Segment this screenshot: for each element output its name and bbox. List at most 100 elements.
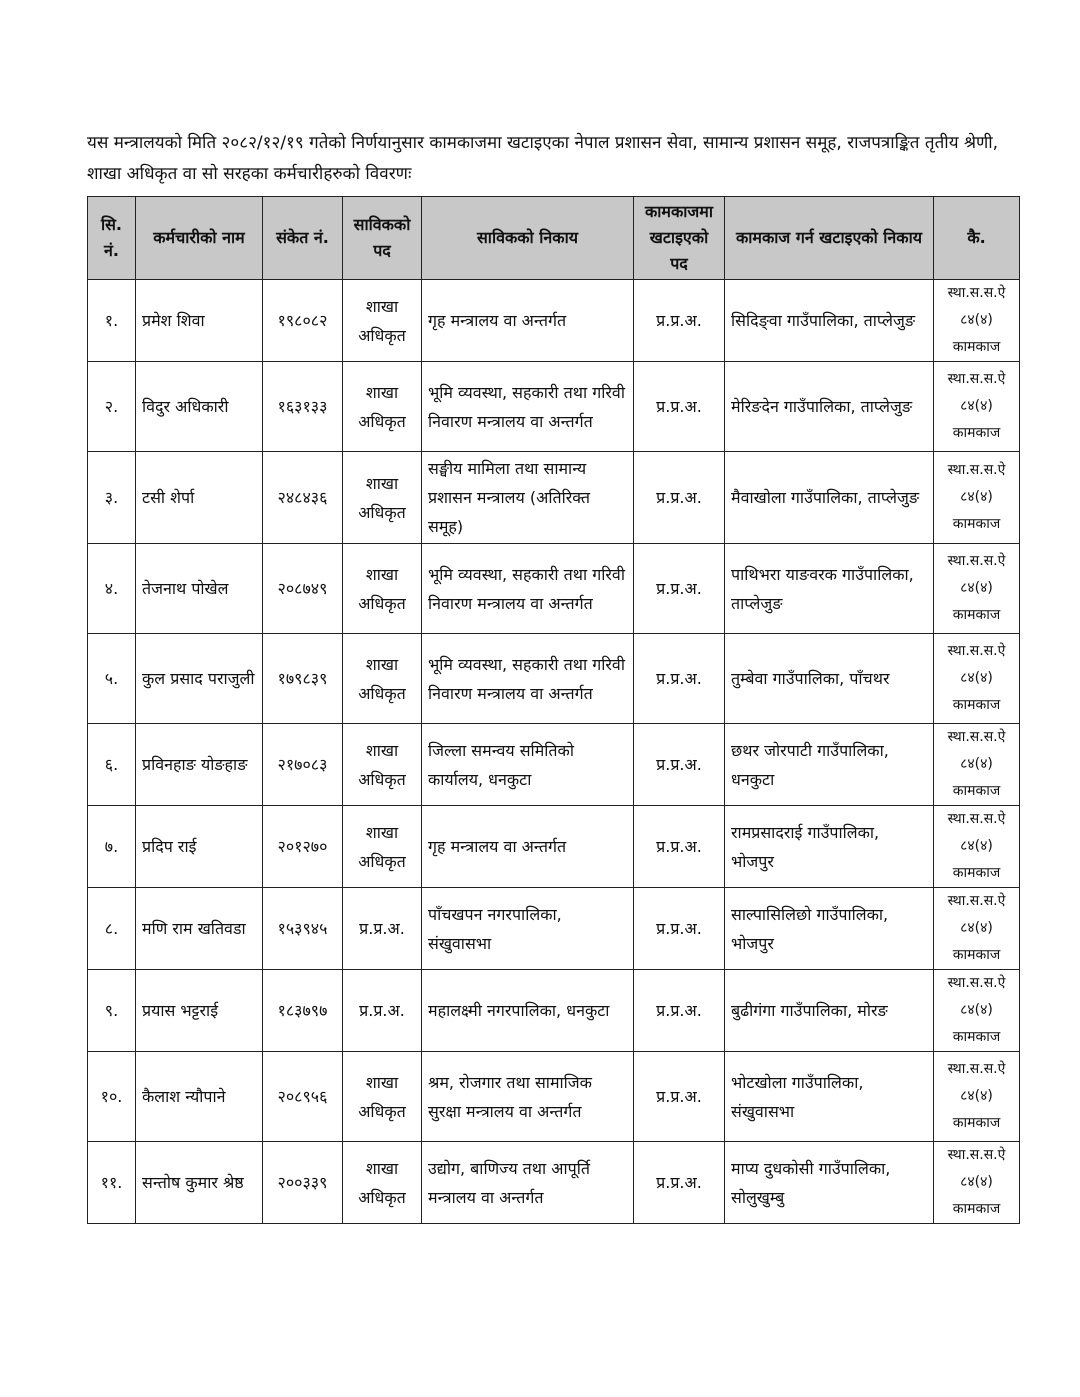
remarks-line: ८४(४)	[960, 920, 993, 936]
assigned-post-cell: प्र.प्र.अ.	[633, 1051, 725, 1142]
previous-post-cell: शाखा अधिकृत	[342, 451, 422, 544]
serial-cell: ४.	[87, 543, 136, 634]
remarks-line: ८४(४)	[960, 398, 993, 414]
remarks-line: स्था.स.स.ऐ	[947, 893, 1006, 909]
serial-cell: ९.	[87, 969, 136, 1052]
name-header: कर्मचारीको नाम	[135, 196, 263, 280]
remarks-line: ८४(४)	[960, 1088, 993, 1104]
assigned-office-header: कामकाज गर्न खटाइएको निकाय	[724, 196, 934, 280]
assigned-post-cell: प्र.प्र.अ.	[633, 543, 725, 634]
serial-cell: १.	[87, 279, 136, 362]
assigned-post-cell: प्र.प्र.अ.	[633, 451, 725, 544]
name-cell: टसी शेर्पा	[135, 451, 263, 544]
code-cell: २०८९५६	[262, 1051, 343, 1142]
previous-office-cell: उद्योग, बाणिज्य तथा आपूर्ति मन्त्रालय वा…	[421, 1141, 634, 1224]
name-cell: मणि राम खतिवडा	[135, 887, 263, 970]
table-row: ११. सन्तोष कुमार श्रेष्ठ २००३३९ शाखा अधिकृत…	[87, 1141, 1020, 1224]
remarks-cell: स्था.स.स.ऐ ८४(४) कामकाज	[933, 805, 1020, 888]
code-cell: २०१२७०	[262, 805, 343, 888]
serial-cell: २.	[87, 361, 136, 452]
remarks-line: ८४(४)	[960, 580, 993, 596]
previous-post-cell: प्र.प्र.अ.	[342, 887, 422, 970]
serial-cell: ८.	[87, 887, 136, 970]
previous-post-cell: शाखा अधिकृत	[342, 805, 422, 888]
assigned-office-cell: भोटखोला गाउँपालिका, संखुवासभा	[724, 1051, 934, 1142]
remarks-line: कामकाज	[952, 1201, 1001, 1217]
name-cell: तेजनाथ पोखेल	[135, 543, 263, 634]
code-header: संकेत नं.	[262, 196, 343, 280]
remarks-line: स्था.स.स.ऐ	[947, 811, 1006, 827]
remarks-cell: स्था.स.स.ऐ ८४(४) कामकाज	[933, 969, 1020, 1052]
table-row: ७. प्रदिप राई २०१२७० शाखा अधिकृत गृह मन्त्रा…	[87, 805, 1020, 888]
assigned-office-cell: सिदिङ्वा गाउँपालिका, ताप्लेजुङ	[724, 279, 934, 362]
remarks-line: स्था.स.स.ऐ	[947, 1061, 1006, 1077]
serial-cell: ६.	[87, 723, 136, 806]
previous-office-cell: पाँचखपन नगरपालिका, संखुवासभा	[421, 887, 634, 970]
remarks-line: ८४(४)	[960, 489, 993, 505]
assigned-office-cell: मैवाखोला गाउँपालिका, ताप्लेजुङ	[724, 451, 934, 544]
remarks-line: कामकाज	[952, 425, 1001, 441]
assigned-post-header: कामकाजमा खटाइएको पद	[633, 196, 725, 280]
remarks-line: स्था.स.स.ऐ	[947, 371, 1006, 387]
previous-post-cell: शाखा अधिकृत	[342, 1141, 422, 1224]
remarks-line: कामकाज	[952, 783, 1001, 799]
remarks-cell: स्था.स.स.ऐ ८४(४) कामकाज	[933, 1051, 1020, 1142]
previous-office-cell: महालक्ष्मी नगरपालिका, धनकुटा	[421, 969, 634, 1052]
name-cell: कुल प्रसाद पराजुली	[135, 633, 263, 724]
serial-cell: १०.	[87, 1051, 136, 1142]
name-cell: प्रदिप राई	[135, 805, 263, 888]
previous-post-cell: शाखा अधिकृत	[342, 279, 422, 362]
code-cell: १७९८३९	[262, 633, 343, 724]
remarks-line: स्था.स.स.ऐ	[947, 462, 1006, 478]
remarks-line: ८४(४)	[960, 1174, 993, 1190]
serial-cell: ३.	[87, 451, 136, 544]
name-cell: विदुर अधिकारी	[135, 361, 263, 452]
remarks-line: कामकाज	[952, 516, 1001, 532]
code-cell: १९८०८२	[262, 279, 343, 362]
assigned-office-cell: छथर जोरपाटी गाउँपालिका, धनकुटा	[724, 723, 934, 806]
assigned-office-cell: मेरिङदेन गाउँपालिका, ताप्लेजुङ	[724, 361, 934, 452]
remarks-line: स्था.स.स.ऐ	[947, 975, 1006, 991]
assigned-office-cell: साल्पासिलिछो गाउँपालिका, भोजपुर	[724, 887, 934, 970]
serial-cell: ५.	[87, 633, 136, 724]
remarks-cell: स्था.स.स.ऐ ८४(४) कामकाज	[933, 451, 1020, 544]
previous-office-cell: जिल्ला समन्वय समितिको कार्यालय, धनकुटा	[421, 723, 634, 806]
remarks-cell: स्था.स.स.ऐ ८४(४) कामकाज	[933, 279, 1020, 362]
serial-cell: ११.	[87, 1141, 136, 1224]
previous-office-cell: गृह मन्त्रालय वा अन्तर्गत	[421, 279, 634, 362]
name-cell: प्रविनहाङ योङहाङ	[135, 723, 263, 806]
previous-post-cell: शाखा अधिकृत	[342, 633, 422, 724]
previous-office-cell: श्रम, रोजगार तथा सामाजिक सुरक्षा मन्त्रा…	[421, 1051, 634, 1142]
assigned-post-cell: प्र.प्र.अ.	[633, 969, 725, 1052]
remarks-header: कै.	[933, 196, 1020, 280]
table-row: ३. टसी शेर्पा २४८४३६ शाखा अधिकृत सङ्घीय मामि…	[87, 451, 1020, 544]
previous-office-cell: भूमि व्यवस्था, सहकारी तथा गरिवी निवारण म…	[421, 633, 634, 724]
previous-office-header: साविकको निकाय	[421, 196, 634, 280]
table-row: १०. कैलाश न्यौपाने २०८९५६ शाखा अधिकृत श्रम, …	[87, 1051, 1020, 1142]
assigned-post-cell: प्र.प्र.अ.	[633, 723, 725, 806]
remarks-line: कामकाज	[952, 865, 1001, 881]
name-cell: प्रयास भट्टराई	[135, 969, 263, 1052]
remarks-line: ८४(४)	[960, 312, 993, 328]
assigned-office-cell: तुम्बेवा गाउँपालिका, पाँचथर	[724, 633, 934, 724]
name-cell: सन्तोष कुमार श्रेष्ठ	[135, 1141, 263, 1224]
previous-post-cell: शाखा अधिकृत	[342, 723, 422, 806]
assigned-post-cell: प्र.प्र.अ.	[633, 1141, 725, 1224]
table-row: २. विदुर अधिकारी १६३१३३ शाखा अधिकृत भूमि व्य…	[87, 361, 1020, 452]
table-header-row: सि. नं. कर्मचारीको नाम संकेत नं. साविकको पद…	[87, 196, 1020, 280]
remarks-cell: स्था.स.स.ऐ ८४(४) कामकाज	[933, 887, 1020, 970]
previous-office-cell: भूमि व्यवस्था, सहकारी तथा गरिवी निवारण म…	[421, 361, 634, 452]
previous-office-cell: सङ्घीय मामिला तथा सामान्य प्रशासन मन्त्र…	[421, 451, 634, 544]
previous-post-cell: शाखा अधिकृत	[342, 1051, 422, 1142]
assigned-post-cell: प्र.प्र.अ.	[633, 887, 725, 970]
remarks-line: स्था.स.स.ऐ	[947, 643, 1006, 659]
remarks-line: ८४(४)	[960, 670, 993, 686]
previous-post-cell: प्र.प्र.अ.	[342, 969, 422, 1052]
remarks-line: कामकाज	[952, 1029, 1001, 1045]
remarks-cell: स्था.स.स.ऐ ८४(४) कामकाज	[933, 543, 1020, 634]
remarks-cell: स्था.स.स.ऐ ८४(४) कामकाज	[933, 361, 1020, 452]
code-cell: १६३१३३	[262, 361, 343, 452]
remarks-line: स्था.स.स.ऐ	[947, 729, 1006, 745]
remarks-cell: स्था.स.स.ऐ ८४(४) कामकाज	[933, 1141, 1020, 1224]
remarks-line: कामकाज	[952, 1115, 1001, 1131]
